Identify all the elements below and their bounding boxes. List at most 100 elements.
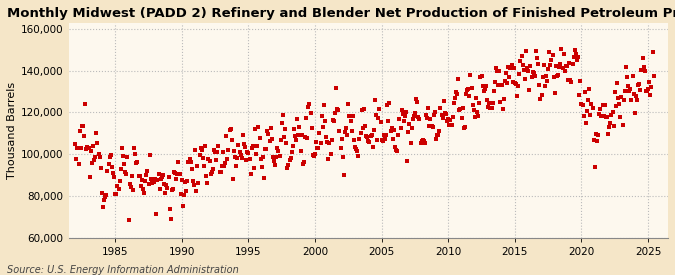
Point <box>343 102 354 106</box>
Point <box>645 92 655 97</box>
Point <box>183 160 194 164</box>
Point <box>491 66 502 71</box>
Point <box>186 160 196 164</box>
Point <box>121 172 132 177</box>
Point <box>338 154 348 159</box>
Point <box>522 66 533 71</box>
Point <box>193 181 204 185</box>
Point <box>375 120 386 125</box>
Point <box>103 162 114 166</box>
Point <box>124 182 135 187</box>
Point <box>169 170 180 174</box>
Point <box>608 123 619 128</box>
Point <box>254 136 265 140</box>
Point <box>570 51 581 56</box>
Point <box>222 157 233 161</box>
Point <box>248 144 259 148</box>
Point <box>464 94 475 98</box>
Point <box>388 128 399 132</box>
Point <box>105 153 116 158</box>
Point <box>356 108 367 112</box>
Point <box>176 178 187 182</box>
Point <box>88 144 99 148</box>
Point <box>174 172 185 176</box>
Point <box>472 113 483 118</box>
Point <box>80 102 90 106</box>
Point <box>148 178 159 183</box>
Point <box>417 138 428 143</box>
Point <box>95 166 106 170</box>
Point <box>110 192 121 197</box>
Point <box>535 97 546 101</box>
Point <box>604 125 615 129</box>
Point <box>510 81 520 86</box>
Point <box>648 74 659 78</box>
Point <box>564 60 574 65</box>
Point <box>92 141 103 145</box>
Point <box>107 164 117 169</box>
Point <box>170 171 181 175</box>
Point <box>566 80 577 84</box>
Point <box>425 117 436 121</box>
Point <box>151 212 162 216</box>
Point <box>591 139 602 144</box>
Point <box>134 174 145 178</box>
Point <box>420 141 431 145</box>
Point <box>527 70 538 75</box>
Point <box>545 62 556 67</box>
Point <box>598 114 609 118</box>
Point <box>560 69 570 73</box>
Point <box>138 187 148 192</box>
Point <box>470 115 481 119</box>
Point <box>109 175 119 179</box>
Point <box>585 112 596 117</box>
Point <box>204 159 215 164</box>
Point <box>325 152 336 156</box>
Point <box>217 150 228 154</box>
Point <box>500 79 510 84</box>
Point <box>373 116 383 120</box>
Point <box>230 155 240 159</box>
Point <box>293 133 304 138</box>
Point <box>502 81 512 86</box>
Point <box>352 149 362 153</box>
Point <box>457 105 468 110</box>
Point <box>242 150 252 155</box>
Point <box>74 129 85 133</box>
Point <box>385 129 396 134</box>
Point <box>616 94 627 99</box>
Point <box>82 145 93 150</box>
Point <box>260 147 271 152</box>
Point <box>322 140 333 144</box>
Point <box>250 127 261 132</box>
Point <box>219 164 230 169</box>
Point <box>413 115 424 119</box>
Point <box>78 124 88 128</box>
Point <box>283 163 294 167</box>
Point <box>427 125 438 130</box>
Point <box>579 90 590 94</box>
Point <box>223 147 234 152</box>
Point <box>424 124 435 128</box>
Point <box>336 137 347 142</box>
Point <box>136 183 146 188</box>
Point <box>226 138 237 142</box>
Point <box>448 101 459 106</box>
Point <box>379 137 390 141</box>
Point <box>481 84 491 89</box>
Point <box>400 113 410 118</box>
Point <box>360 124 371 128</box>
Point <box>215 170 226 174</box>
Point <box>646 84 657 89</box>
Point <box>577 103 588 108</box>
Point <box>150 177 161 181</box>
Point <box>152 178 163 182</box>
Point <box>381 133 392 137</box>
Point <box>453 77 464 81</box>
Point <box>86 149 97 153</box>
Point <box>515 58 526 63</box>
Point <box>136 178 147 183</box>
Point <box>389 144 400 149</box>
Point <box>625 87 636 91</box>
Point <box>620 89 630 94</box>
